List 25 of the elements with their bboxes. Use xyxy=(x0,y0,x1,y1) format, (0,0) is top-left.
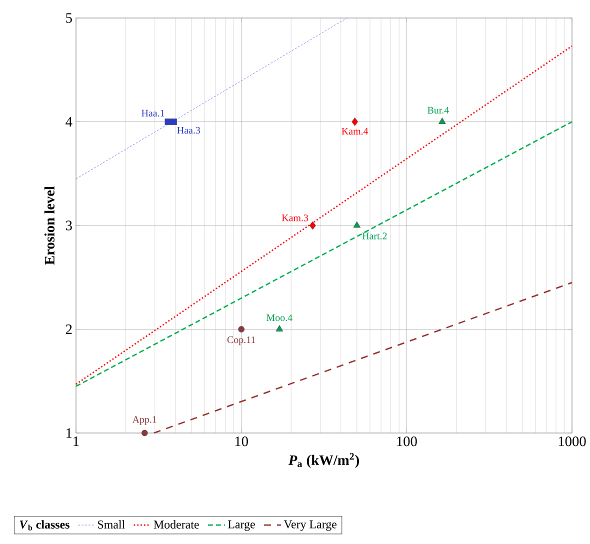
y-tick-label: 5 xyxy=(66,13,72,23)
annotation: Cop.11 xyxy=(227,336,256,346)
y-tick-label: 1 xyxy=(66,428,72,438)
annotation: Kam.3 xyxy=(282,214,308,222)
annotation: App.1 xyxy=(132,416,156,425)
x-axis-title: P$_{a}$ (kW/m$^{2}$) xyxy=(288,453,359,468)
annotation: Haa.1 xyxy=(142,110,164,117)
y-tick-label: 4 xyxy=(66,117,72,126)
x-tick-label: 100 xyxy=(397,436,417,446)
legend-title: V$_{b}$ classes xyxy=(20,520,70,530)
y-tick-label: 2 xyxy=(66,324,72,334)
annotation: Moo.4 xyxy=(266,314,292,322)
legend-label: Small xyxy=(98,520,125,529)
x-tick-label: 10 xyxy=(235,436,248,446)
x-tick-label: 1 xyxy=(74,436,79,446)
y-tick-label: 3 xyxy=(66,220,72,230)
annotation: Kam.4 xyxy=(342,128,368,135)
legend-label: Moderate xyxy=(154,520,199,529)
legend-label: Very Large xyxy=(284,520,336,531)
annotation: Haa.3 xyxy=(177,126,200,134)
annotation: Bur.4 xyxy=(428,106,449,114)
annotation: Hart.2 xyxy=(362,232,387,240)
x-tick-label: 1000 xyxy=(558,436,586,446)
y-axis-title: Erosion level xyxy=(44,186,54,265)
legend-label: Large xyxy=(228,520,255,531)
